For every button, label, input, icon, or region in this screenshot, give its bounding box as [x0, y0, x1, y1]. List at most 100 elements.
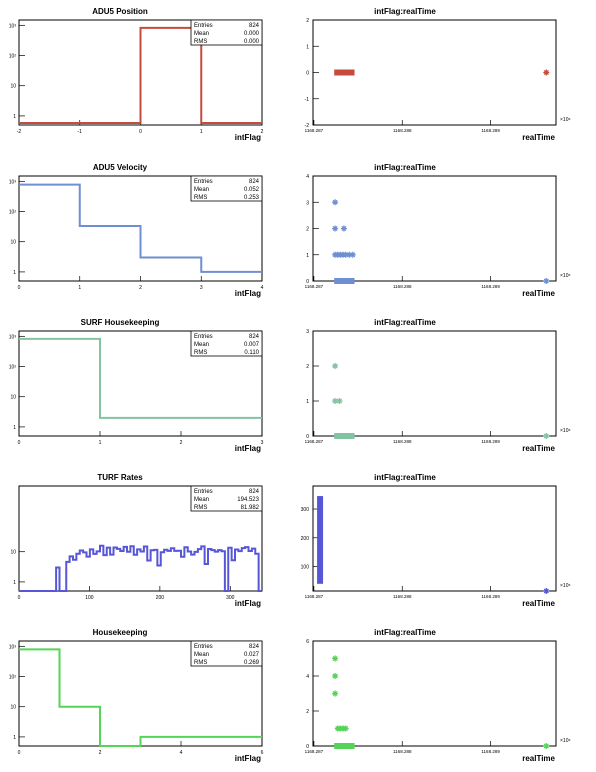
- stats-label: Mean: [194, 652, 209, 658]
- x-axis-label: realTime: [522, 133, 555, 142]
- stats-value: 0.253: [244, 195, 260, 201]
- data-point: [336, 398, 343, 404]
- x-axis-label: realTime: [522, 599, 555, 608]
- chart-title: intFlag:realTime: [374, 7, 436, 16]
- x-tick-label: 1168.287: [305, 128, 324, 133]
- data-point: [332, 673, 339, 679]
- x-axis-label: intFlag: [235, 133, 261, 142]
- x-tick-label: 2: [261, 129, 264, 135]
- x-tick-label: 300: [226, 595, 235, 601]
- y-tick-label: 6: [306, 639, 309, 645]
- histogram-line: [19, 648, 262, 747]
- stats-label: Entries: [194, 489, 213, 495]
- chart-title: intFlag:realTime: [374, 628, 436, 637]
- x-tick-label: 1168.288: [393, 128, 412, 133]
- data-band: [334, 69, 355, 76]
- stats-value: 824: [249, 179, 260, 185]
- x-tick-label: 1168.289: [481, 128, 500, 133]
- stats-value: 0.110: [244, 350, 259, 356]
- stats-value: 824: [249, 23, 260, 29]
- stats-value: 824: [249, 644, 260, 650]
- x-tick-label: 1168.287: [305, 284, 324, 289]
- x-tick-label: 6: [261, 750, 264, 756]
- chart-title: intFlag:realTime: [374, 473, 436, 482]
- x-tick-label: -2: [17, 129, 22, 135]
- y-tick-label: 10²: [9, 210, 17, 216]
- x-tick-label: 1168.289: [481, 284, 500, 289]
- data-point: [346, 251, 353, 258]
- plot-frame: [312, 330, 557, 437]
- data-band: [334, 433, 355, 439]
- chart-title: ADU5 Position: [92, 7, 148, 16]
- x-tick-label: 1168.287: [305, 439, 324, 444]
- stats-label: Entries: [194, 23, 213, 29]
- histogram-panel: ADU5 Velocity intFlag 1 10 10² 10³ 0 1 2 3 4 Entrie…: [9, 163, 264, 298]
- y-tick-label: 1: [13, 270, 16, 276]
- y-tick-label: 10: [10, 240, 16, 246]
- stats-label: Entries: [194, 179, 213, 185]
- stats-label: RMS: [194, 350, 207, 356]
- data-point: [543, 743, 550, 749]
- x-axis-label: intFlag: [235, 599, 261, 608]
- data-point: [332, 398, 339, 404]
- x-axis-label: intFlag: [235, 754, 261, 763]
- x-tick-label: 1168.288: [393, 594, 412, 599]
- plot-frame: [312, 640, 557, 747]
- x-axis-label: intFlag: [235, 289, 261, 298]
- x-tick-label: 2: [180, 440, 183, 446]
- histogram-line: [19, 26, 262, 124]
- y-tick-label: 0: [306, 71, 309, 77]
- x-tick-label: 4: [261, 285, 264, 291]
- stats-label: Entries: [194, 644, 213, 650]
- y-tick-label: 2: [306, 18, 309, 24]
- x-exponent-label: ×10⁶: [560, 583, 571, 589]
- x-axis-label: realTime: [522, 289, 555, 298]
- stats-value: 0.000: [244, 39, 260, 45]
- histogram-panel: SURF Housekeeping intFlag 1 10 10² 10³ 0 1 2 3 Ent…: [9, 318, 264, 453]
- stats-label: RMS: [194, 505, 207, 511]
- stats-value: 824: [249, 334, 260, 340]
- x-tick-label: 1168.287: [305, 749, 324, 754]
- plot-frame: [18, 485, 263, 592]
- stats-label: RMS: [194, 195, 207, 201]
- x-tick-label: 2: [139, 285, 142, 291]
- y-tick-label: 1: [13, 425, 16, 431]
- histogram-panel: ADU5 Position intFlag 1 10 10² 10³ -2 -1 0 1 2 Entr…: [9, 7, 264, 142]
- plot-frame: [312, 485, 557, 592]
- x-tick-label: 1168.288: [393, 439, 412, 444]
- x-tick-label: -1: [78, 129, 83, 135]
- x-tick-label: 1: [200, 129, 203, 135]
- plot-frame: [312, 175, 557, 282]
- x-tick-label: 100: [85, 595, 94, 601]
- stats-label: Entries: [194, 334, 213, 340]
- y-tick-label: 10: [10, 395, 16, 401]
- stats-value: 0.027: [244, 652, 260, 658]
- x-tick-label: 1168.288: [393, 284, 412, 289]
- x-tick-label: 3: [200, 285, 203, 291]
- stats-label: Mean: [194, 342, 209, 348]
- data-point: [340, 225, 347, 232]
- scatter-panel: intFlag:realTime realTime 0 1 2 3 1168.287 1168…: [305, 318, 571, 453]
- data-point: [543, 588, 550, 594]
- histogram-panel: Housekeeping intFlag 1 10 10² 10³ 0 2 4 6 Entries 8…: [9, 628, 264, 763]
- data-point: [543, 433, 550, 439]
- y-tick-label: 0: [306, 279, 309, 285]
- chart-title: intFlag:realTime: [374, 318, 436, 327]
- chart-title: intFlag:realTime: [374, 163, 436, 172]
- data-point: [543, 278, 550, 284]
- x-tick-label: 1168.289: [481, 439, 500, 444]
- y-tick-label: 2: [306, 709, 309, 715]
- y-tick-label: 4: [306, 674, 309, 680]
- x-exponent-label: ×10⁶: [560, 117, 571, 123]
- x-tick-label: 1: [99, 440, 102, 446]
- y-tick-label: 0: [306, 744, 309, 750]
- x-tick-label: 1168.287: [305, 594, 324, 599]
- y-tick-label: 10²: [9, 365, 17, 371]
- y-tick-label: 10²: [9, 675, 17, 681]
- histogram-line: [19, 544, 262, 592]
- chart-title: TURF Rates: [97, 473, 143, 482]
- stats-value: 194.523: [237, 497, 259, 503]
- y-tick-label: 10³: [9, 644, 17, 650]
- scatter-panel: intFlag:realTime realTime -2 -1 0 1 2 1168.287 1…: [305, 7, 571, 142]
